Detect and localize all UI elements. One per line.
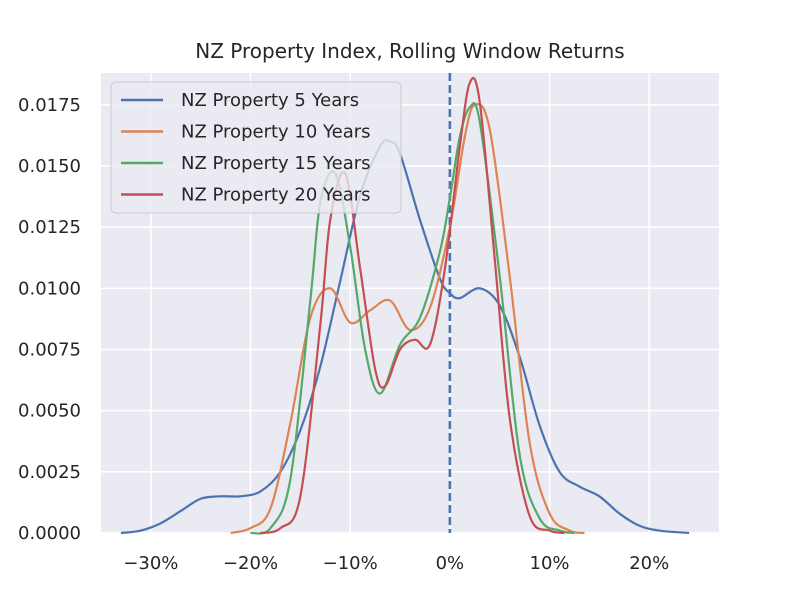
y-tick-label: 0.0000 <box>18 523 81 544</box>
x-axis: −30% −20% −10% 0% 10% 20% <box>123 553 669 574</box>
y-tick-label: 0.0150 <box>18 156 81 177</box>
legend-label-1: NZ Property 5 Years <box>181 90 359 111</box>
y-tick-label: 0.0075 <box>18 339 81 360</box>
y-tick-label: 0.0125 <box>18 217 81 238</box>
x-tick-label: −30% <box>123 553 178 574</box>
series-line-4 <box>260 76 565 535</box>
legend-label-3: NZ Property 15 Years <box>181 153 371 174</box>
legend-label-2: NZ Property 10 Years <box>181 122 371 143</box>
legend: NZ Property 5 Years NZ Property 10 Years N… <box>110 81 402 214</box>
y-tick-label: 0.0100 <box>18 278 81 299</box>
series-line-3 <box>250 102 575 535</box>
x-tick-label: −20% <box>223 553 278 574</box>
y-tick-label: 0.0025 <box>18 462 81 483</box>
chart-title: NZ Property Index, Rolling Window Return… <box>195 39 624 63</box>
y-tick-label: 0.0175 <box>18 95 81 116</box>
legend-label-4: NZ Property 20 Years <box>181 185 371 206</box>
x-tick-label: 0% <box>436 553 465 574</box>
x-tick-label: 20% <box>629 553 669 574</box>
y-tick-label: 0.0050 <box>18 401 81 422</box>
series-line-2 <box>230 103 585 535</box>
x-tick-label: 10% <box>530 553 570 574</box>
y-axis: 0.0000 0.0025 0.0050 0.0075 0.0100 0.0125 0.01… <box>18 95 81 544</box>
x-tick-label: −10% <box>323 553 378 574</box>
legend-box <box>110 81 402 214</box>
